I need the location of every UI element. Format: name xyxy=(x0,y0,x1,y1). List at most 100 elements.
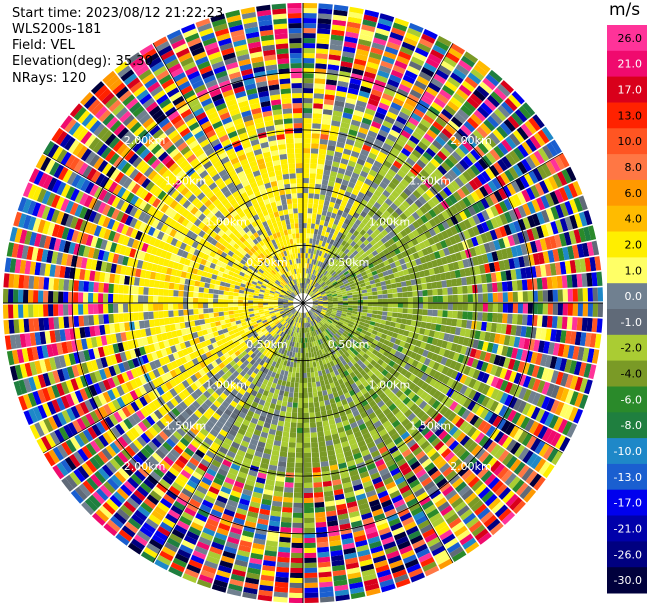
velocity-gate xyxy=(313,249,317,255)
velocity-gate xyxy=(389,278,396,284)
velocity-gate xyxy=(395,578,411,588)
velocity-gate xyxy=(493,463,506,476)
velocity-gate xyxy=(380,221,389,229)
velocity-gate xyxy=(398,111,410,121)
velocity-gate xyxy=(146,474,159,486)
velocity-gate xyxy=(318,153,326,160)
velocity-gate xyxy=(450,390,459,401)
velocity-gate xyxy=(330,402,337,410)
velocity-gate xyxy=(545,369,555,382)
velocity-gate xyxy=(410,112,422,123)
velocity-gate xyxy=(399,393,407,402)
velocity-gate xyxy=(317,551,330,558)
velocity-gate xyxy=(528,421,540,435)
velocity-gate xyxy=(508,371,517,383)
velocity-gate xyxy=(355,347,362,353)
velocity-gate xyxy=(305,352,309,358)
velocity-gate xyxy=(409,193,418,202)
velocity-gate xyxy=(145,518,159,530)
velocity-gate xyxy=(511,347,519,359)
velocity-gate xyxy=(295,327,298,333)
velocity-gate xyxy=(416,379,425,388)
velocity-gate xyxy=(263,555,277,562)
velocity-gate xyxy=(426,447,437,458)
velocity-gate xyxy=(498,356,506,367)
velocity-gate xyxy=(326,320,332,325)
velocity-gate xyxy=(526,363,535,376)
velocity-gate xyxy=(261,317,267,322)
velocity-gate xyxy=(277,466,286,473)
velocity-gate xyxy=(428,82,441,93)
velocity-gate xyxy=(485,219,494,231)
velocity-gate xyxy=(454,362,462,372)
velocity-gate xyxy=(335,351,342,358)
velocity-gate xyxy=(541,315,548,328)
velocity-gate xyxy=(343,403,350,411)
velocity-gate xyxy=(359,236,367,243)
velocity-gate xyxy=(369,321,376,326)
velocity-gate xyxy=(104,416,115,429)
velocity-gate xyxy=(338,462,347,470)
velocity-gate xyxy=(285,472,295,478)
velocity-gate xyxy=(407,297,413,303)
velocity-gate xyxy=(323,169,331,176)
velocity-gate xyxy=(303,477,313,483)
velocity-gate xyxy=(321,385,327,391)
velocity-gate xyxy=(242,435,251,443)
velocity-gate xyxy=(127,477,140,489)
velocity-gate xyxy=(512,398,523,411)
velocity-gate xyxy=(227,499,239,508)
velocity-gate xyxy=(334,589,350,597)
velocity-gate xyxy=(373,274,379,280)
velocity-gate xyxy=(376,217,384,225)
velocity-gate xyxy=(92,347,101,359)
velocity-gate xyxy=(278,307,284,310)
velocity-gate xyxy=(482,312,488,322)
velocity-gate xyxy=(363,578,379,587)
velocity-gate xyxy=(567,183,578,198)
velocity-gate xyxy=(358,502,370,511)
velocity-gate xyxy=(291,341,295,347)
velocity-gate xyxy=(331,120,341,127)
velocity-gate xyxy=(466,194,476,205)
velocity-gate xyxy=(381,433,391,442)
velocity-gate xyxy=(359,279,365,285)
velocity-gate xyxy=(247,350,254,356)
velocity-gate xyxy=(314,282,319,288)
velocity-gate xyxy=(323,252,328,259)
velocity-gate xyxy=(493,190,503,203)
velocity-gate xyxy=(323,347,328,354)
velocity-gate xyxy=(445,398,454,408)
velocity-gate xyxy=(333,318,339,323)
velocity-gate xyxy=(400,107,412,117)
velocity-gate xyxy=(597,287,603,302)
velocity-gate xyxy=(269,403,276,410)
velocity-gate xyxy=(18,395,28,411)
velocity-gate xyxy=(200,531,214,542)
velocity-gate xyxy=(377,373,385,381)
velocity-gate xyxy=(220,320,226,325)
velocity-gate xyxy=(347,307,353,311)
velocity-gate xyxy=(314,290,320,295)
velocity-gate xyxy=(353,430,362,439)
velocity-gate xyxy=(456,529,471,542)
velocity-gate xyxy=(474,349,482,360)
velocity-gate xyxy=(500,420,511,433)
velocity-gate xyxy=(310,309,315,313)
velocity-gate xyxy=(248,335,255,342)
velocity-gate xyxy=(124,521,139,534)
velocity-gate xyxy=(370,283,377,289)
velocity-gate xyxy=(393,272,400,278)
velocity-gate xyxy=(466,426,477,438)
velocity-gate xyxy=(373,221,381,229)
velocity-gate xyxy=(327,206,334,213)
velocity-gate xyxy=(310,326,314,332)
velocity-gate xyxy=(400,221,408,229)
velocity-gate xyxy=(362,76,375,84)
velocity-gate xyxy=(338,205,346,212)
velocity-gate xyxy=(334,340,340,346)
velocity-gate xyxy=(344,36,358,44)
velocity-gate xyxy=(371,329,378,336)
velocity-gate xyxy=(335,95,346,103)
velocity-gate xyxy=(303,437,311,443)
